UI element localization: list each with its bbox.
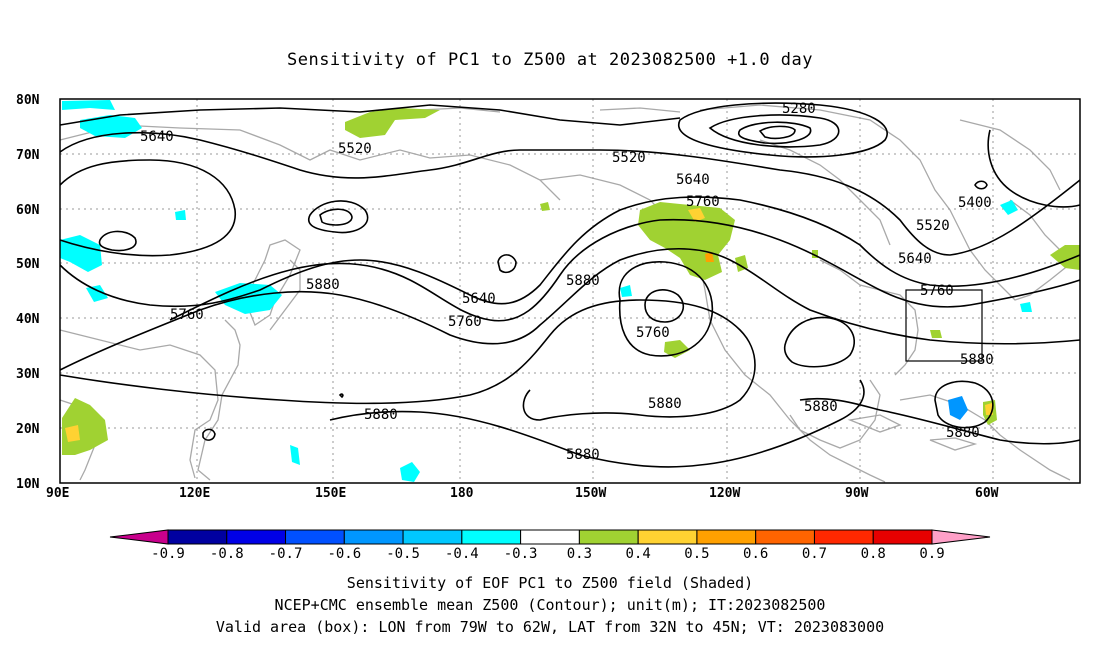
colorbar-swatch bbox=[285, 529, 345, 545]
colorbar-swatch bbox=[755, 529, 815, 545]
colorbar-swatch bbox=[461, 529, 522, 545]
contour-label: 5880 bbox=[946, 425, 980, 441]
contour-label: 5640 bbox=[140, 129, 174, 145]
colorbar-tick-label: 0.3 bbox=[567, 546, 592, 562]
lat-label: 70N bbox=[16, 148, 40, 163]
contour-label: 5760 bbox=[686, 194, 720, 210]
contour-label: 5880 bbox=[648, 396, 682, 412]
colorbar-tick-label: -0.5 bbox=[386, 546, 420, 562]
contour-label: 5880 bbox=[566, 273, 600, 289]
valid-area-box bbox=[905, 289, 983, 362]
contour-labels: 5640 5520 5280 5520 5640 5760 5400 5520 … bbox=[140, 101, 994, 463]
colorbar-tick-label: 0.9 bbox=[919, 546, 944, 562]
caption-line-1: Sensitivity of EOF PC1 to Z500 field (Sh… bbox=[346, 574, 754, 592]
colorbar-swatch bbox=[637, 529, 698, 545]
contour-label: 5880 bbox=[364, 407, 398, 423]
lon-label: 60W bbox=[975, 486, 999, 501]
lat-label: 20N bbox=[16, 422, 40, 437]
colorbar-right-arrow bbox=[931, 529, 991, 545]
contour-label: 5880 bbox=[960, 352, 994, 368]
lon-label: 150E bbox=[315, 486, 346, 501]
contour-label: 5640 bbox=[676, 172, 710, 188]
lat-label: 50N bbox=[16, 257, 40, 272]
colorbar-tick-label: 0.8 bbox=[861, 546, 886, 562]
lon-label: 120E bbox=[179, 486, 210, 501]
caption: Sensitivity of EOF PC1 to Z500 field (Sh… bbox=[0, 572, 1100, 638]
colorbar-tick-label: -0.7 bbox=[269, 546, 303, 562]
contour-label: 5760 bbox=[448, 314, 482, 330]
longitude-labels: 90E 120E 150E 180 150W 120W 90W 60W bbox=[46, 486, 999, 501]
map-title: Sensitivity of PC1 to Z500 at 2023082500… bbox=[286, 50, 813, 70]
lon-label: 150W bbox=[575, 486, 606, 501]
colorbar-tick-label: 0.4 bbox=[626, 546, 651, 562]
contour-label: 5760 bbox=[920, 283, 954, 299]
colorbar: -0.9 -0.8 -0.7 -0.6 -0.5 -0.4 -0.3 0.3 0.4 0.5 0.6… bbox=[109, 529, 991, 562]
contour-label: 5400 bbox=[958, 195, 992, 211]
lat-label: 30N bbox=[16, 367, 40, 382]
contour-label: 5280 bbox=[782, 101, 816, 117]
contour-label: 5880 bbox=[804, 399, 838, 415]
lat-label: 60N bbox=[16, 203, 40, 218]
colorbar-tick-label: -0.6 bbox=[327, 546, 361, 562]
contour-label: 5520 bbox=[338, 141, 372, 157]
colorbar-tick-label: -0.8 bbox=[210, 546, 244, 562]
colorbar-tick-label: -0.9 bbox=[151, 546, 185, 562]
lat-label: 80N bbox=[16, 93, 40, 108]
lon-label: 120W bbox=[709, 486, 740, 501]
colorbar-tick-label: 0.6 bbox=[743, 546, 768, 562]
contour-label: 5880 bbox=[306, 277, 340, 293]
contour-label: 5880 bbox=[566, 447, 600, 463]
colorbar-tick-label: -0.3 bbox=[504, 546, 538, 562]
caption-line-2: NCEP+CMC ensemble mean Z500 (Contour); u… bbox=[274, 596, 826, 614]
z500-contours bbox=[59, 102, 1081, 468]
colorbar-swatch bbox=[167, 529, 228, 545]
colorbar-swatch bbox=[578, 529, 639, 545]
contour-label: 5520 bbox=[916, 218, 950, 234]
map-border bbox=[59, 98, 1081, 484]
colorbar-left-arrow bbox=[109, 529, 169, 545]
colorbar-swatch bbox=[520, 529, 580, 545]
latitude-labels: 80N 70N 60N 50N 40N 30N 20N 10N bbox=[16, 93, 40, 492]
contour-label: 5760 bbox=[170, 307, 204, 323]
lon-label: 180 bbox=[450, 486, 474, 501]
caption-line-3: Valid area (box): LON from 79W to 62W, L… bbox=[215, 618, 885, 636]
colorbar-swatch bbox=[402, 529, 463, 545]
colorbar-swatch bbox=[226, 529, 287, 545]
contour-label: 5760 bbox=[636, 325, 670, 341]
colorbar-swatch bbox=[813, 529, 874, 545]
colorbar-swatch bbox=[872, 529, 933, 545]
colorbar-swatch bbox=[696, 529, 757, 545]
colorbar-tick-label: -0.4 bbox=[445, 546, 479, 562]
lon-label: 90E bbox=[46, 486, 69, 501]
colorbar-tick-label: 0.5 bbox=[684, 546, 709, 562]
colorbar-swatch bbox=[343, 529, 404, 545]
colorbar-tick-label: 0.7 bbox=[802, 546, 827, 562]
lat-label: 40N bbox=[16, 312, 40, 327]
lon-label: 90W bbox=[845, 486, 869, 501]
lat-label: 10N bbox=[16, 477, 40, 492]
contour-label: 5520 bbox=[612, 150, 646, 166]
contour-label: 5640 bbox=[462, 291, 496, 307]
contour-label: 5640 bbox=[898, 251, 932, 267]
